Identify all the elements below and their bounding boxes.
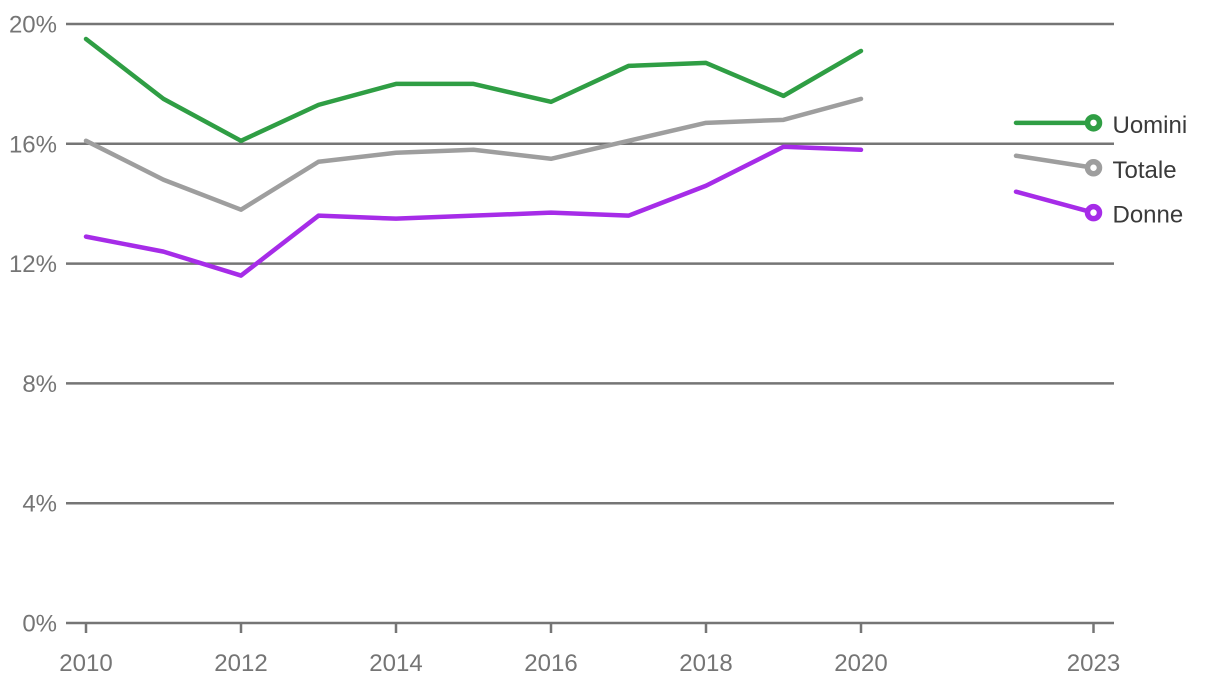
legend-label-donne[interactable]: Donne <box>1113 202 1184 229</box>
series-line-donne[interactable] <box>83 144 864 278</box>
y-axis-label: 4% <box>22 491 57 518</box>
y-axis-label: 20% <box>9 12 57 39</box>
legend-label-uomini[interactable]: Uomini <box>1113 112 1188 139</box>
series-endpoint-donne[interactable] <box>1084 203 1103 222</box>
series-line-totale[interactable] <box>1013 153 1096 171</box>
y-axis-label: 8% <box>22 371 57 398</box>
x-axis-label: 2012 <box>214 650 267 677</box>
series-endpoint-uomini[interactable] <box>1084 114 1103 132</box>
legend-label-totale[interactable]: Totale <box>1113 157 1177 184</box>
x-axis-label: 2020 <box>834 650 887 677</box>
y-axis-label: 12% <box>9 251 57 278</box>
series-line-totale[interactable] <box>83 96 864 212</box>
y-axis-label: 0% <box>22 611 57 638</box>
x-axis-label: 2014 <box>369 650 422 677</box>
x-axis-label: 2023 <box>1067 650 1120 677</box>
x-axis-label: 2018 <box>679 650 732 677</box>
x-axis-label: 2010 <box>59 650 112 677</box>
x-axis-label: 2016 <box>524 650 577 677</box>
series-endpoint-totale[interactable] <box>1084 159 1103 177</box>
series-line-donne[interactable] <box>1013 189 1096 215</box>
y-axis-label: 16% <box>9 131 57 158</box>
series-line-uomini[interactable] <box>83 36 864 144</box>
